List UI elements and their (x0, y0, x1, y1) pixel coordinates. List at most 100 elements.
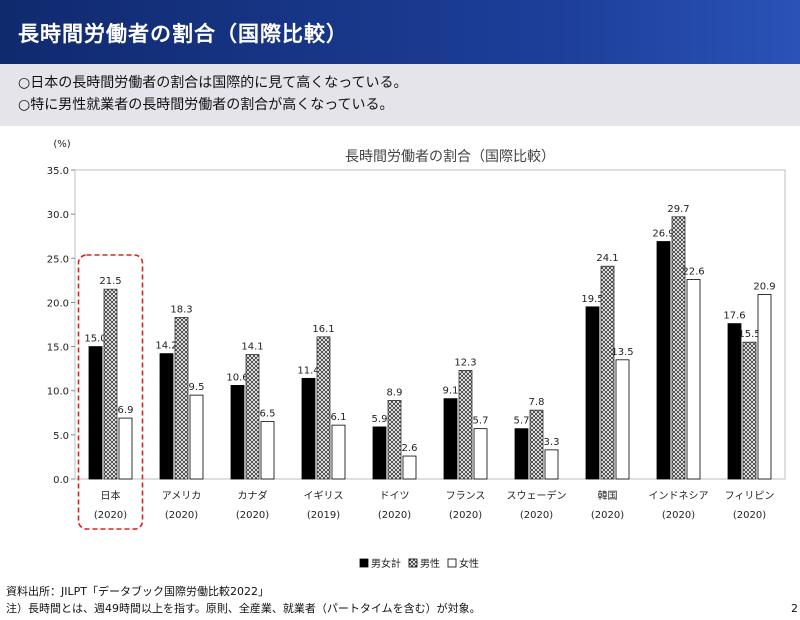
slide-header: 長時間労働者の割合（国際比較） (0, 0, 800, 64)
bar-chart: 長時間労働者の割合（国際比較） (%) 0.0 5.0 10.0 15.0 20.0 25.0… (47, 139, 786, 570)
y-tick-label: 10.0 (47, 387, 69, 398)
bar (757, 294, 772, 480)
bar (189, 394, 204, 480)
bar (103, 288, 118, 480)
y-tick-label: 5.0 (53, 431, 69, 442)
data-label: 15.5 (738, 329, 760, 340)
data-label: 9.1 (443, 386, 459, 397)
x-category-label: インドネシア (649, 490, 709, 502)
slide-title: 長時間労働者の割合（国際比較） (18, 22, 348, 46)
x-year-label: (2020) (520, 510, 553, 521)
chart-area: 長時間労働者の割合（国際比較） (%) 0.0 5.0 10.0 15.0 20.0 25.0… (0, 130, 800, 585)
legend-swatch (359, 558, 369, 568)
bar (529, 409, 544, 480)
bar (301, 377, 316, 480)
x-category-label: フィリピン (725, 490, 775, 502)
y-tick-label: 20.0 (47, 298, 69, 309)
page-number: 2 (791, 602, 798, 615)
bar (402, 455, 417, 480)
legend-label: 男性 (420, 557, 440, 570)
x-year-label: (2020) (165, 510, 198, 521)
x-category-label: フランス (446, 490, 486, 502)
y-tick-label: 0.0 (53, 475, 69, 486)
bar (260, 421, 275, 480)
data-label: 2.6 (402, 443, 418, 454)
bullet-1: ○日本の長時間労働者の割合は国際的に見て高くなっている。 (18, 75, 408, 91)
bar (316, 336, 331, 480)
data-label: 14.2 (155, 341, 177, 352)
bar (514, 428, 529, 480)
plot-frame (74, 169, 786, 480)
data-label: 21.5 (99, 276, 121, 287)
x-year-label: (2020) (733, 510, 766, 521)
data-label: 9.5 (189, 382, 205, 393)
bar (458, 370, 473, 480)
x-category-label: 韓国 (598, 490, 618, 502)
data-label: 6.9 (118, 405, 134, 416)
bar (686, 279, 701, 480)
bar (443, 398, 458, 480)
data-label: 13.5 (611, 347, 633, 358)
data-label: 14.1 (241, 342, 263, 353)
bar (88, 346, 103, 480)
data-label: 16.1 (312, 324, 334, 335)
data-label: 7.8 (529, 397, 545, 408)
bar (387, 400, 402, 480)
bar (544, 449, 559, 480)
data-label: 26.9 (652, 229, 674, 240)
x-year-label: (2020) (378, 510, 411, 521)
bar (118, 417, 133, 480)
x-year-label: (2020) (591, 510, 624, 521)
data-label: 22.6 (682, 266, 704, 277)
data-label: 24.1 (596, 253, 618, 264)
bar (473, 428, 488, 480)
y-tick-label: 30.0 (47, 210, 69, 221)
data-label: 6.1 (331, 412, 347, 423)
data-label: 18.3 (170, 304, 192, 315)
x-year-label: (2020) (94, 510, 127, 521)
x-year-label: (2020) (449, 510, 482, 521)
footnote: 注）長時間とは、週49時間以上を指す。原則、全産業、就業者（パートタイムを含む）… (6, 602, 481, 615)
y-tick-label: 35.0 (47, 166, 69, 177)
data-label: 12.3 (454, 357, 476, 368)
y-tick-label: 25.0 (47, 254, 69, 265)
y-axis-label: (%) (53, 139, 70, 150)
source-note: 資料出所：JILPT「データブック国際労働比較2022」 (6, 585, 269, 598)
bullet-2: ○特に男性就業者の長時間労働者の割合が高くなっている。 (18, 97, 394, 113)
legend-label: 女性 (459, 557, 479, 570)
legend-swatch (408, 558, 418, 568)
bar (727, 323, 742, 480)
summary-box: ○日本の長時間労働者の割合は国際的に見て高くなっている。 ○特に男性就業者の長時… (0, 64, 800, 126)
data-label: 29.7 (667, 204, 689, 215)
bar (600, 265, 615, 480)
bar (372, 426, 387, 480)
data-label: 8.9 (387, 387, 403, 398)
y-tick-label: 15.0 (47, 343, 69, 354)
legend-swatch (447, 558, 457, 568)
x-year-label: (2020) (662, 510, 695, 521)
bar (656, 241, 671, 480)
data-label: 11.4 (297, 365, 319, 376)
x-year-label: (2019) (307, 510, 340, 521)
bar (159, 353, 174, 480)
chart-title: 長時間労働者の割合（国際比較） (345, 148, 555, 165)
x-category-label: 日本 (101, 489, 121, 502)
data-label: 5.7 (514, 416, 530, 427)
data-label: 3.3 (544, 437, 560, 448)
bar (585, 306, 600, 480)
data-label: 20.9 (753, 281, 775, 292)
data-label: 19.5 (581, 294, 603, 305)
bar (174, 317, 189, 480)
data-label: 5.7 (473, 416, 489, 427)
x-category-label: ドイツ (380, 491, 410, 502)
x-category-label: スウェーデン (507, 489, 567, 502)
x-category-label: アメリカ (162, 490, 202, 502)
bar (230, 385, 245, 480)
data-label: 5.9 (372, 414, 388, 425)
bar (245, 354, 260, 480)
data-label: 6.5 (260, 409, 276, 420)
data-label: 10.6 (226, 372, 248, 383)
bar (615, 359, 630, 480)
bar (671, 216, 686, 480)
x-category-label: イギリス (304, 490, 344, 502)
